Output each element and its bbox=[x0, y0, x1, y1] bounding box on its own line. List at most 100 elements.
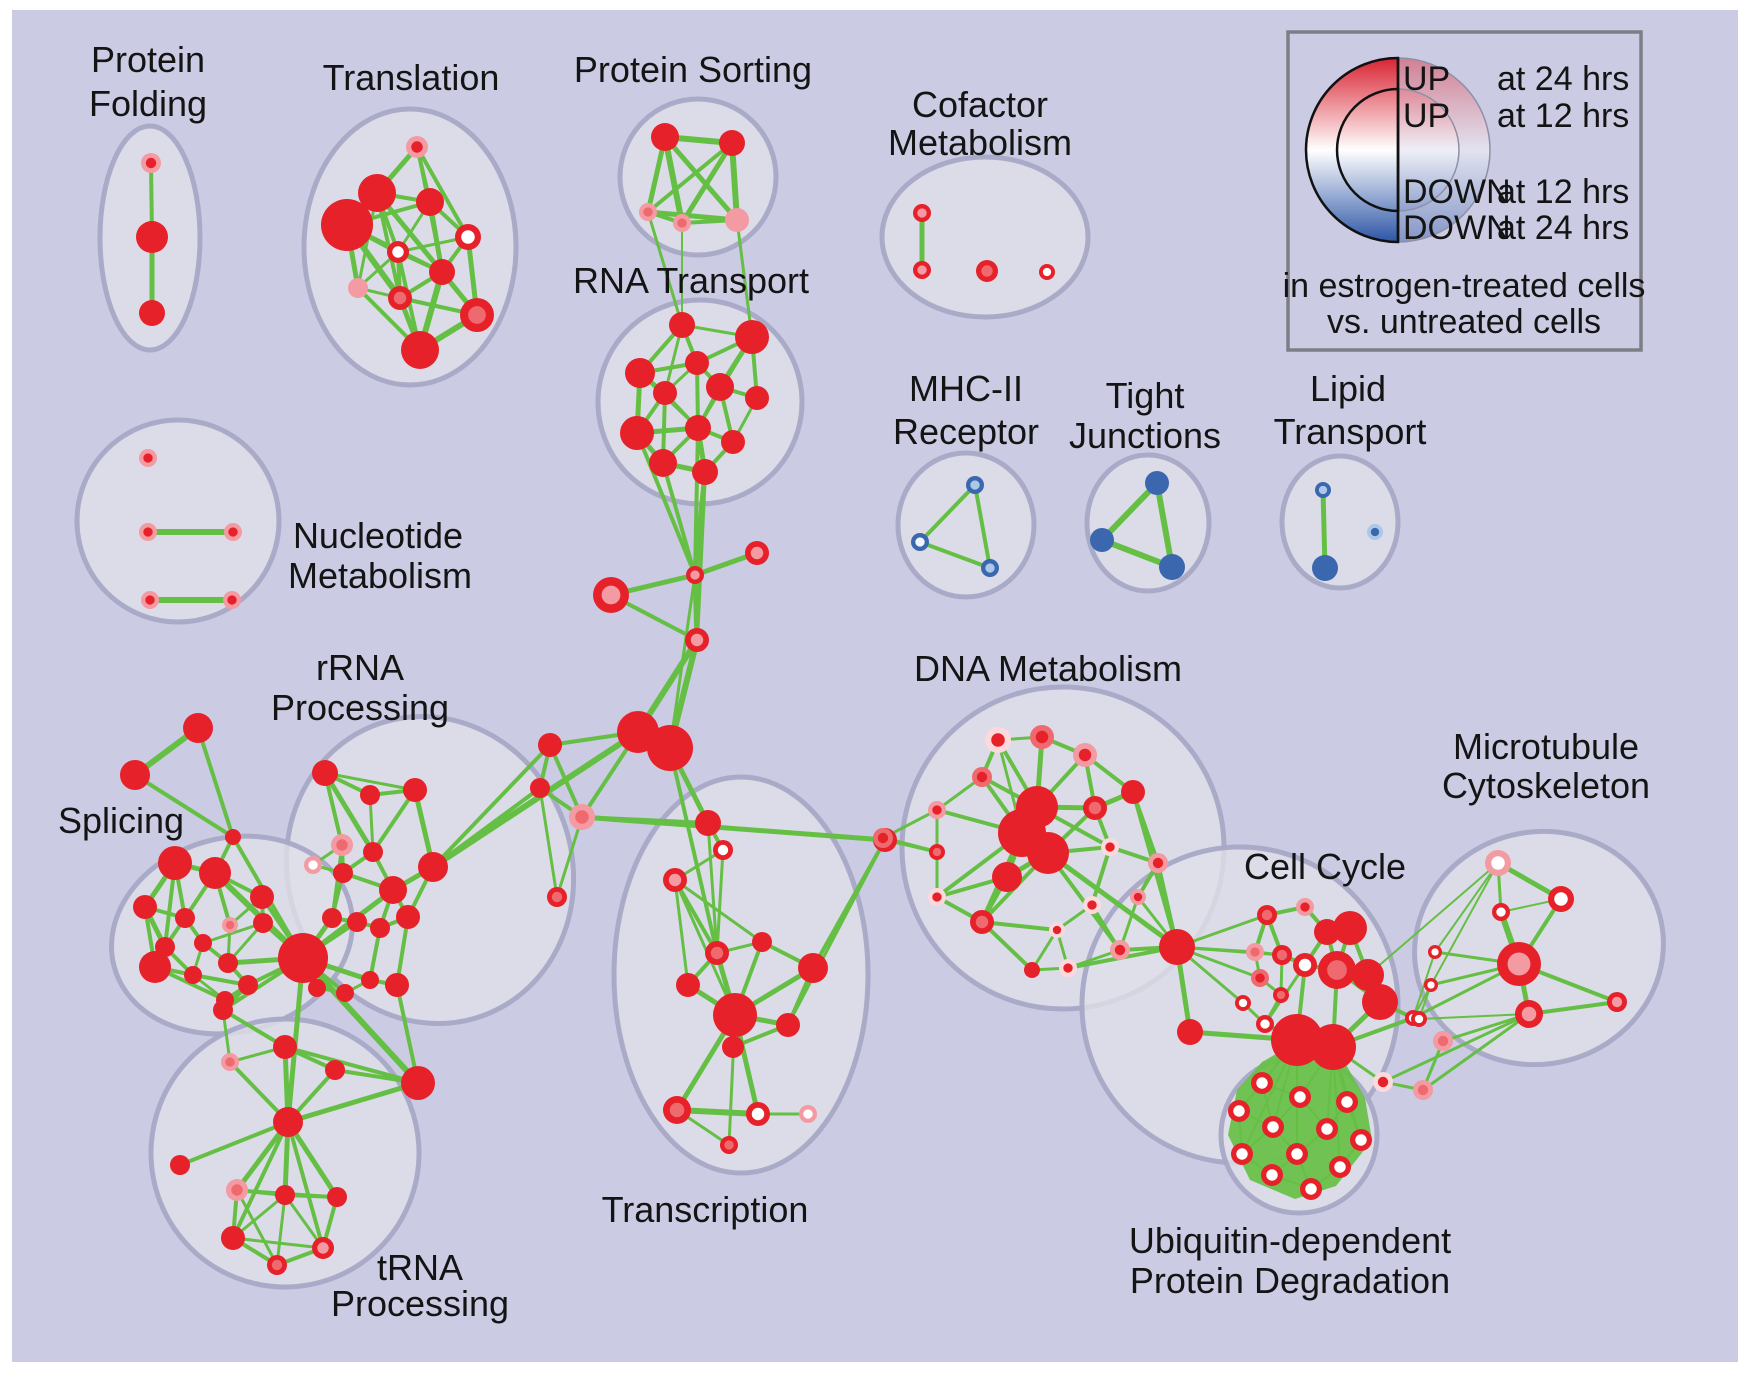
gene-node bbox=[1336, 1091, 1358, 1113]
gene-node bbox=[312, 760, 338, 786]
gene-node bbox=[120, 760, 150, 790]
gene-node bbox=[1261, 1164, 1283, 1186]
cluster-label-dna-metabolism: DNA Metabolism bbox=[914, 648, 1182, 689]
interaction-edge bbox=[662, 134, 685, 226]
gene-node bbox=[403, 778, 427, 802]
gene-node bbox=[929, 844, 945, 860]
gene-node bbox=[745, 541, 769, 565]
gene-node bbox=[360, 785, 380, 805]
gene-node bbox=[325, 1060, 345, 1080]
cluster-bubble-nucleotide-metabolism bbox=[74, 417, 282, 625]
gene-node bbox=[336, 984, 354, 1002]
gene-node bbox=[676, 973, 700, 997]
gene-node bbox=[221, 1053, 239, 1071]
interaction-edge bbox=[275, 1193, 287, 1267]
gene-node bbox=[226, 1179, 248, 1201]
gene-node bbox=[913, 261, 931, 279]
gene-node bbox=[416, 188, 444, 216]
gene-node bbox=[651, 123, 679, 151]
interaction-edge bbox=[662, 134, 740, 223]
gene-node bbox=[713, 840, 733, 860]
interaction-edge bbox=[786, 838, 887, 1027]
gene-node bbox=[1251, 1072, 1273, 1094]
cluster-label-trna-processing: tRNA bbox=[377, 1247, 463, 1288]
gene-node bbox=[1110, 940, 1130, 960]
interaction-edge bbox=[231, 1236, 325, 1250]
gene-node bbox=[1272, 945, 1292, 965]
interaction-edge bbox=[1045, 850, 1180, 950]
interaction-edge bbox=[668, 746, 719, 955]
gene-node bbox=[746, 1102, 770, 1126]
gene-node bbox=[1350, 1129, 1372, 1151]
gene-node bbox=[745, 386, 769, 410]
gene-node bbox=[649, 449, 677, 477]
gene-node bbox=[224, 523, 242, 541]
gene-node bbox=[199, 857, 231, 889]
interaction-edge bbox=[1099, 480, 1160, 543]
cluster-label-lipid-transport: Lipid bbox=[1310, 368, 1386, 409]
interaction-edge bbox=[918, 540, 992, 570]
gene-node bbox=[1289, 1086, 1311, 1108]
gene-node bbox=[304, 856, 322, 874]
gene-node bbox=[1039, 264, 1055, 280]
gene-node bbox=[1273, 987, 1289, 1003]
interaction-edge bbox=[1430, 862, 1499, 986]
gene-node bbox=[1024, 962, 1040, 978]
gene-node bbox=[1049, 922, 1065, 938]
interaction-edge bbox=[196, 726, 235, 839]
cluster-label-trna-processing: Processing bbox=[331, 1283, 509, 1324]
gene-node bbox=[913, 204, 931, 222]
interaction-edge bbox=[1441, 1012, 1531, 1043]
gene-node bbox=[1059, 959, 1077, 977]
cluster-label-microtubule-cytoskeleton: Cytoskeleton bbox=[1442, 765, 1650, 806]
gene-node bbox=[685, 415, 711, 441]
interaction-edge bbox=[679, 140, 735, 226]
gene-node bbox=[928, 801, 946, 819]
gene-node bbox=[1485, 850, 1511, 876]
gene-node bbox=[538, 733, 562, 757]
gene-node bbox=[706, 373, 734, 401]
interaction-edge bbox=[673, 878, 690, 987]
gene-node bbox=[1083, 796, 1107, 820]
interaction-edge bbox=[431, 786, 542, 869]
gene-node bbox=[1027, 832, 1069, 874]
gene-node bbox=[221, 1226, 245, 1250]
cluster-label-protein-folding: Protein bbox=[91, 39, 205, 80]
gene-node bbox=[1315, 482, 1331, 498]
gene-node bbox=[1130, 889, 1146, 905]
interaction-edge bbox=[918, 483, 977, 544]
gene-node bbox=[735, 320, 769, 354]
gene-node bbox=[530, 778, 550, 798]
gene-node bbox=[1121, 780, 1145, 804]
interaction-edge bbox=[1418, 1013, 1530, 1020]
interaction-edge bbox=[715, 848, 725, 955]
gene-node bbox=[1515, 1000, 1543, 1028]
gene-node bbox=[312, 1237, 334, 1259]
gene-node bbox=[1251, 969, 1269, 987]
gene-node bbox=[139, 951, 171, 983]
cluster-label-nucleotide-metabolism: Nucleotide bbox=[293, 515, 463, 556]
gene-node bbox=[347, 912, 367, 932]
gene-node bbox=[663, 1096, 691, 1124]
legend-direction-label: UP bbox=[1403, 60, 1450, 98]
cluster-bubble-lipid-transport bbox=[1279, 453, 1401, 591]
cluster-label-rrna-processing: Processing bbox=[271, 687, 449, 728]
gene-node bbox=[136, 221, 168, 253]
cluster-label-lipid-transport: Transport bbox=[1274, 411, 1427, 452]
interaction-edge bbox=[555, 815, 584, 899]
gene-node bbox=[213, 1000, 233, 1020]
gene-node bbox=[321, 199, 373, 251]
interaction-edge bbox=[706, 821, 719, 955]
interaction-edge bbox=[1090, 845, 1112, 907]
cluster-bubble-cofactor-metabolism bbox=[879, 154, 1091, 320]
gene-node bbox=[692, 459, 718, 485]
cluster-label-microtubule-cytoskeleton: Microtubule bbox=[1453, 726, 1639, 767]
gene-node bbox=[141, 591, 159, 609]
interaction-edge bbox=[673, 878, 737, 1017]
gene-node bbox=[725, 208, 749, 232]
gene-node bbox=[387, 241, 409, 263]
gene-node bbox=[348, 278, 368, 298]
gene-node bbox=[418, 852, 448, 882]
gene-node bbox=[673, 214, 691, 232]
gene-node bbox=[1231, 1143, 1253, 1165]
